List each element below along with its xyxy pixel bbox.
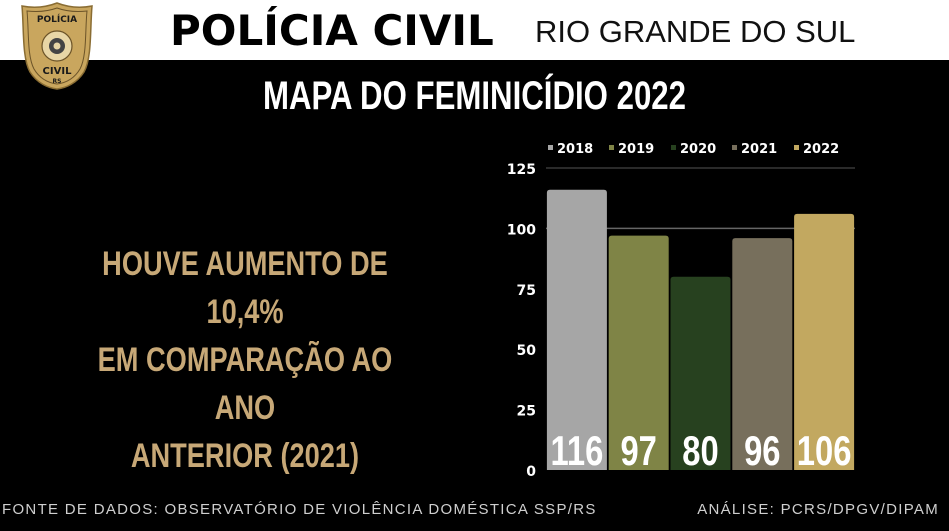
bar xyxy=(546,189,607,470)
y-tick-label: 75 xyxy=(517,283,536,299)
headline-text: HOUVE AUMENTO DE 10,4% EM COMPARAÇÃO AO … xyxy=(40,240,450,480)
bar-data-label: 116 xyxy=(550,427,603,474)
legend-swatch xyxy=(671,145,676,150)
legend-swatch xyxy=(548,145,553,150)
y-tick-label: 25 xyxy=(517,404,536,420)
legend-label: 2020 xyxy=(680,142,716,157)
bar-data-label: 97 xyxy=(620,427,656,474)
headline-line-3: ANTERIOR (2021) xyxy=(130,437,360,475)
bar xyxy=(670,276,731,470)
bar-data-label: 80 xyxy=(682,427,718,474)
analysis-footer: ANÁLISE: PCRS/DPGV/DIPAM xyxy=(697,501,939,518)
legend-label: 2021 xyxy=(741,142,777,157)
badge-top-text: POLÍCIA xyxy=(37,13,77,25)
bar-data-label: 96 xyxy=(744,427,780,474)
y-tick-label: 100 xyxy=(507,222,536,238)
y-tick-label: 50 xyxy=(517,343,537,359)
org-subtitle: RIO GRANDE DO SUL xyxy=(535,14,856,49)
feminicide-bar-chart: 0 25 50 75 100 125 2018 2019 2020 2021 2022 116 97 80… xyxy=(507,142,855,480)
headline-line-2: EM COMPARAÇÃO AO ANO xyxy=(97,341,393,427)
badge-bottom-text: CIVIL xyxy=(43,66,73,77)
header-bar: POLÍCIA CIVIL RS POLÍCIA CIVIL RIO GRAND… xyxy=(0,0,949,90)
legend-swatch xyxy=(609,145,614,150)
legend-swatch xyxy=(794,145,799,150)
bar xyxy=(608,235,669,470)
y-tick-label: 0 xyxy=(526,464,536,480)
legend-label: 2019 xyxy=(618,142,654,157)
police-badge-logo: POLÍCIA CIVIL RS xyxy=(21,2,93,90)
headline-line-1: HOUVE AUMENTO DE 10,4% xyxy=(102,245,388,331)
badge-state-text: RS xyxy=(53,78,62,85)
org-title: POLÍCIA CIVIL xyxy=(170,6,494,55)
y-tick-label: 125 xyxy=(507,162,536,178)
bar xyxy=(732,238,793,470)
legend-label: 2022 xyxy=(803,142,839,157)
bar-data-label: 106 xyxy=(797,427,852,474)
bar xyxy=(794,213,855,470)
legend-swatch xyxy=(732,145,737,150)
data-source-footer: FONTE DE DADOS: OBSERVATÓRIO DE VIOLÊNCI… xyxy=(2,501,597,518)
legend-label: 2018 xyxy=(557,142,593,157)
map-title: MAPA DO FEMINICÍDIO 2022 xyxy=(262,74,687,118)
